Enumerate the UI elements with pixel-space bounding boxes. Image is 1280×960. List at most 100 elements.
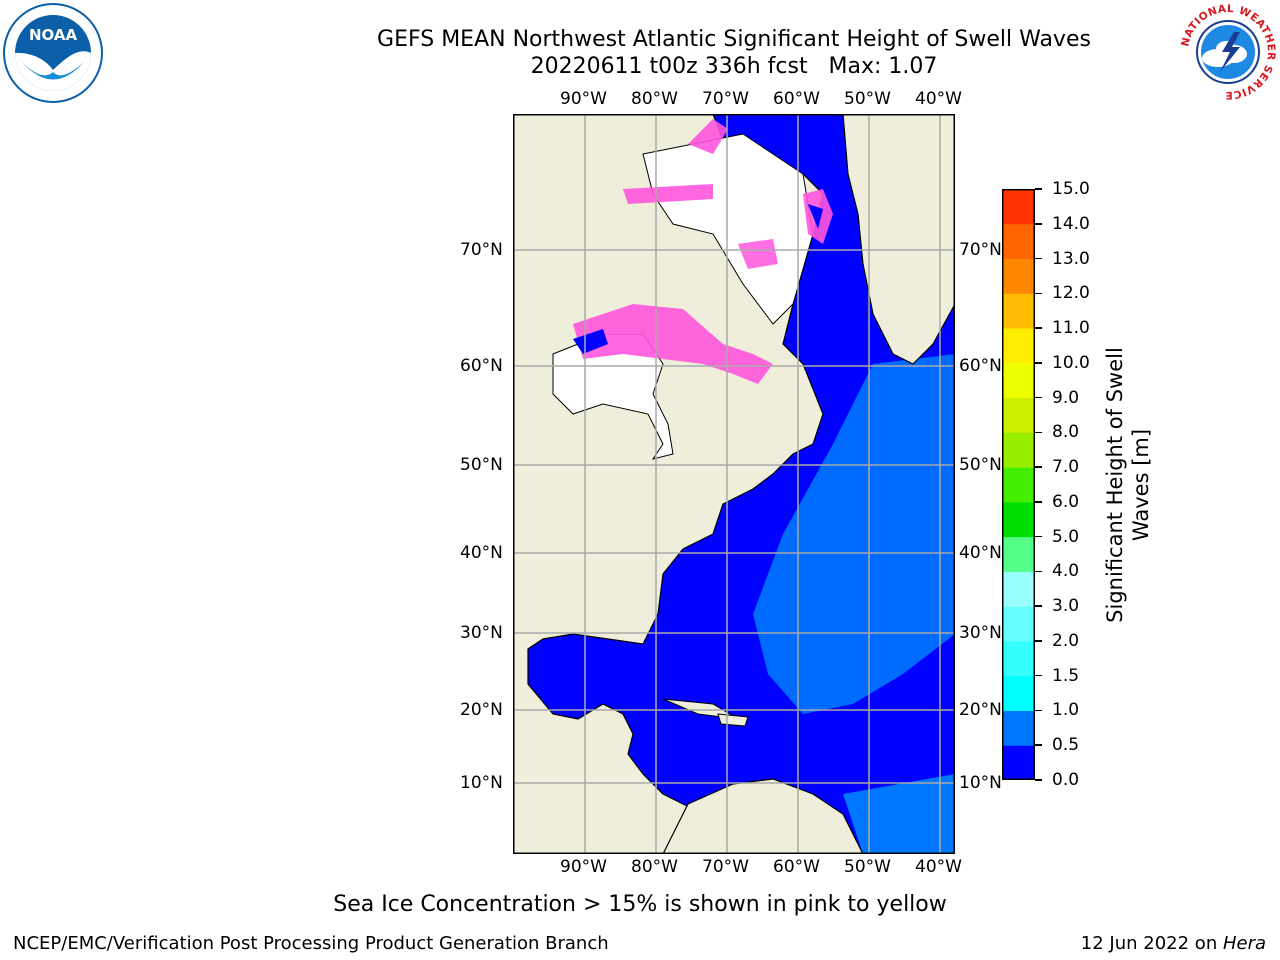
colorbar-tick xyxy=(1035,223,1042,225)
colorbar-segment xyxy=(1002,328,1035,364)
colorbar-segment xyxy=(1002,362,1035,399)
colorbar-segment xyxy=(1002,536,1035,572)
colorbar-segment xyxy=(1002,223,1035,260)
colorbar-tick xyxy=(1035,257,1042,260)
noaa-logo-text: NOAA xyxy=(29,26,78,44)
chart-title: GEFS MEAN Northwest Atlantic Significant… xyxy=(377,27,1091,52)
colorbar-tick-label: 10.0 xyxy=(1052,352,1090,373)
colorbar-tick xyxy=(1035,640,1042,642)
lon-label-top: 70°W xyxy=(702,89,749,109)
colorbar-tick xyxy=(1035,605,1042,607)
graticule xyxy=(513,114,955,854)
colorbar-tick-label: 6.0 xyxy=(1052,491,1080,512)
colorbar-title-line2: Waves [m] xyxy=(1129,428,1153,542)
sea-ice-1 xyxy=(573,304,773,384)
sea-ice-note: Sea Ice Concentration > 15% is shown in … xyxy=(333,892,947,917)
colorbar-tick-label: 9.0 xyxy=(1052,387,1080,408)
colorbar-title: Significant Height of Swell Waves [m] xyxy=(1102,315,1154,655)
lon-label-bottom: 40°W xyxy=(915,857,962,877)
sea-ice-2 xyxy=(623,184,713,204)
map-panel xyxy=(512,113,956,855)
colorbar xyxy=(1002,189,1035,781)
sea-ice-3 xyxy=(688,119,728,154)
colorbar-tick-label: 2.0 xyxy=(1052,630,1080,651)
lat-label-right: 10°N xyxy=(959,773,1002,793)
lat-label-left: 70°N xyxy=(460,240,503,260)
colorbar-segment xyxy=(1002,293,1035,329)
lon-label-top: 80°W xyxy=(631,89,678,109)
lat-label-left: 50°N xyxy=(460,455,503,475)
map-svg xyxy=(512,113,956,855)
lon-label-bottom: 70°W xyxy=(702,857,749,877)
colorbar-tick xyxy=(1035,431,1042,434)
colorbar-segment xyxy=(1002,710,1035,746)
footer-host: Hera xyxy=(1222,933,1266,954)
colorbar-tick xyxy=(1035,396,1042,399)
colorbar-svg xyxy=(1002,189,1035,781)
lat-label-right: 20°N xyxy=(959,700,1002,720)
chart-subtitle: 20220611 t00z 336h fcst Max: 1.07 xyxy=(530,54,938,79)
colorbar-tick xyxy=(1035,570,1042,573)
colorbar-tick-label: 0.5 xyxy=(1052,735,1080,756)
lat-label-right: 60°N xyxy=(959,356,1002,376)
lat-label-left: 60°N xyxy=(460,356,503,376)
colorbar-tick-label: 8.0 xyxy=(1052,422,1080,443)
colorbar-tick xyxy=(1035,188,1042,190)
colorbar-tick xyxy=(1035,779,1042,781)
lat-label-left: 40°N xyxy=(460,543,503,563)
sea-ice-open-1 xyxy=(573,329,608,354)
land-hispaniola xyxy=(717,713,749,727)
colorbar-segment xyxy=(1002,571,1035,607)
lon-label-bottom: 50°W xyxy=(844,857,891,877)
colorbar-segment xyxy=(1002,501,1035,538)
colorbar-tick-label: 4.0 xyxy=(1052,561,1080,582)
colorbar-tick-label: 11.0 xyxy=(1052,318,1090,339)
lon-label-top: 60°W xyxy=(773,89,820,109)
colorbar-tick xyxy=(1035,674,1042,677)
colorbar-tick xyxy=(1035,744,1042,746)
lon-label-top: 40°W xyxy=(915,89,962,109)
lat-label-left: 10°N xyxy=(460,773,503,793)
colorbar-tick xyxy=(1035,327,1042,329)
lat-label-left: 30°N xyxy=(460,623,503,643)
colorbar-segment xyxy=(1002,432,1035,468)
baffin-ice xyxy=(642,133,814,325)
lon-label-bottom: 60°W xyxy=(773,857,820,877)
land-south-america xyxy=(662,778,864,855)
lat-label-left: 20°N xyxy=(460,700,503,720)
colorbar-tick xyxy=(1035,362,1042,364)
colorbar-segment xyxy=(1002,745,1035,781)
colorbar-tick-label: 0.0 xyxy=(1052,770,1080,790)
colorbar-tick-label: 12.0 xyxy=(1052,283,1090,304)
colorbar-tick-label: 7.0 xyxy=(1052,457,1080,478)
swell-region-east xyxy=(753,354,955,714)
colorbar-title-line1: Significant Height of Swell xyxy=(1103,347,1127,623)
colorbar-tick-label: 5.0 xyxy=(1052,526,1080,547)
noaa-logo-icon: NOAA xyxy=(2,2,104,104)
colorbar-segment xyxy=(1002,606,1035,642)
lon-label-bottom: 90°W xyxy=(560,857,607,877)
colorbar-tick-label: 1.5 xyxy=(1052,665,1080,686)
lat-label-right: 30°N xyxy=(959,623,1002,643)
swell-region-south xyxy=(843,774,955,854)
colorbar-tick xyxy=(1035,466,1042,468)
colorbar-tick-label: 1.0 xyxy=(1052,700,1080,721)
colorbar-tick xyxy=(1035,501,1042,503)
colorbar-segment xyxy=(1002,258,1035,294)
lat-label-right: 40°N xyxy=(959,543,1002,563)
footer-date-text: 12 Jun 2022 on xyxy=(1080,933,1223,954)
colorbar-segment xyxy=(1002,640,1035,677)
lon-label-top: 50°W xyxy=(844,89,891,109)
footer-date: 12 Jun 2022 on Hera xyxy=(1081,933,1266,954)
sea-ice-open-2 xyxy=(808,204,823,229)
colorbar-segment xyxy=(1002,467,1035,503)
nws-logo-icon: NATIONAL WEATHER SERVICE xyxy=(1178,2,1278,102)
colorbar-tick-label: 3.0 xyxy=(1052,596,1080,617)
colorbar-tick-label: 15.0 xyxy=(1052,179,1090,199)
lat-label-right: 50°N xyxy=(959,455,1002,475)
colorbar-segment xyxy=(1002,397,1035,433)
lon-label-top: 90°W xyxy=(560,89,607,109)
colorbar-tick xyxy=(1035,709,1042,712)
colorbar-segment xyxy=(1002,189,1035,225)
lat-label-right: 70°N xyxy=(959,240,1002,260)
